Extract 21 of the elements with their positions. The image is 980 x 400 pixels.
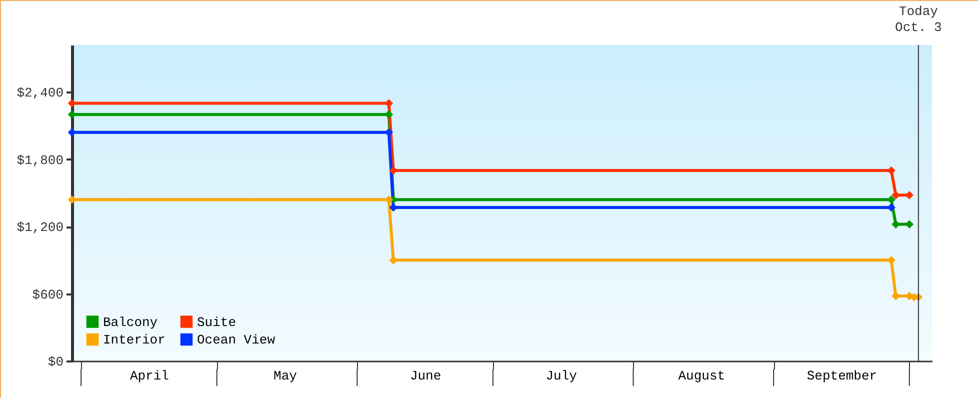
point — [892, 220, 900, 228]
x-tick-label: April — [130, 368, 170, 384]
x-tick-label: August — [678, 368, 726, 384]
x-tick-label: July — [546, 368, 578, 384]
point — [384, 195, 394, 204]
legend-label: Interior — [103, 332, 166, 348]
legend-label: Balcony — [103, 314, 158, 330]
y-tick-label: $1,200 — [16, 220, 64, 236]
x-tick-label: September — [806, 368, 878, 384]
y-tick-label: $600 — [32, 287, 64, 302]
x-tick-label: May — [274, 368, 298, 384]
y-tick-label: $2,400 — [16, 86, 64, 101]
legend-label: Suite — [197, 314, 236, 330]
x-tick-label: June — [410, 368, 442, 384]
point — [892, 190, 900, 200]
y-tick-label: $0 — [48, 354, 64, 370]
y-tick-label: $1,800 — [16, 152, 64, 168]
ref-line-label: Today Oct. 3 — [895, 4, 942, 35]
point — [887, 195, 896, 204]
point — [887, 256, 896, 264]
legend-label: Ocean View — [197, 332, 276, 348]
